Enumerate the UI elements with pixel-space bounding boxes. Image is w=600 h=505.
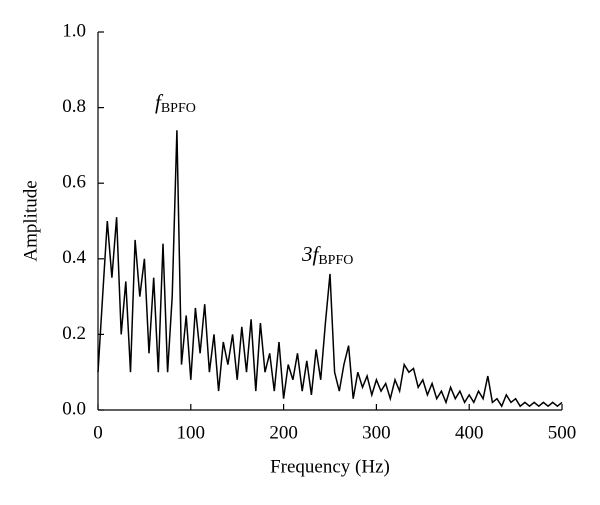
annotation-text: f bbox=[155, 90, 164, 114]
annotation-text: 3f bbox=[301, 242, 322, 266]
y-tick-label: 0.8 bbox=[62, 96, 86, 117]
annotation: fBPFO bbox=[155, 90, 196, 116]
annotation-subscript: BPFO bbox=[161, 101, 196, 116]
y-tick-label: 0.0 bbox=[62, 398, 86, 419]
spectrum-line bbox=[97, 130, 563, 408]
annotation: 3fBPFO bbox=[301, 242, 353, 268]
x-tick-label: 100 bbox=[177, 422, 206, 443]
y-tick-label: 0.2 bbox=[62, 323, 86, 344]
x-axis-label: Frequency (Hz) bbox=[270, 456, 390, 477]
y-tick-label: 1.0 bbox=[62, 20, 86, 41]
x-tick-label: 400 bbox=[455, 422, 484, 443]
x-tick-label: 500 bbox=[548, 422, 577, 443]
y-tick-label: 0.4 bbox=[62, 247, 86, 268]
y-tick-label: 0.6 bbox=[62, 172, 86, 193]
annotation-subscript: BPFO bbox=[318, 253, 353, 268]
y-axis-label: Amplitude bbox=[20, 180, 41, 261]
x-tick-label: 0 bbox=[93, 422, 103, 443]
x-tick-label: 300 bbox=[362, 422, 391, 443]
x-tick-label: 200 bbox=[269, 422, 298, 443]
